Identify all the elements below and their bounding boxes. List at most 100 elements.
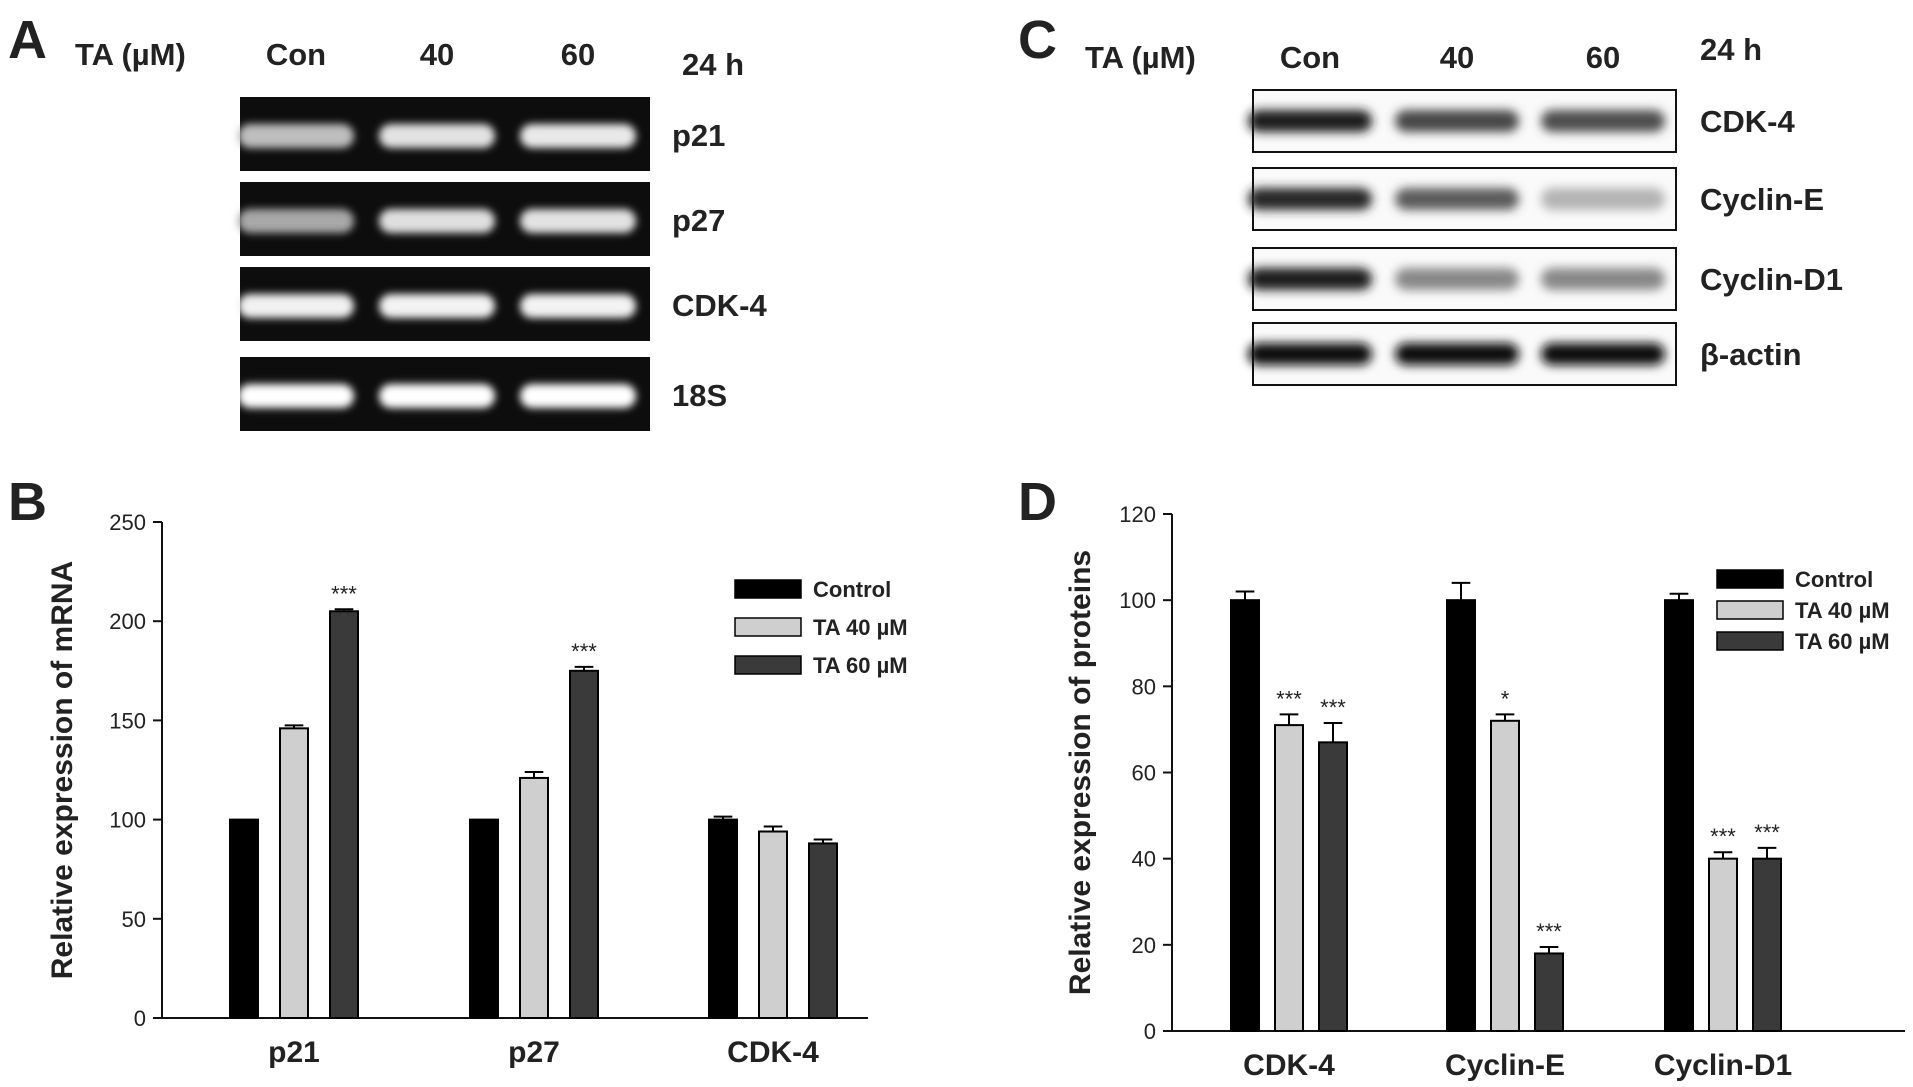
panel-b-bar-chart: Relative expression of mRNA 0 50 100 150 200 2… <box>46 510 908 1069</box>
blot-band <box>1541 268 1665 290</box>
significance-marker: *** <box>331 581 357 606</box>
bar-group-cdk-4 <box>708 815 838 1020</box>
bar-ta-40-m-p27 <box>519 776 549 1019</box>
legend-item-control: Control <box>734 577 891 602</box>
blot-band <box>1395 188 1519 210</box>
blot-band-label: CDK-4 <box>1700 104 1795 139</box>
gel-band <box>379 294 495 318</box>
blot-band <box>1395 343 1519 365</box>
y-tick-label: 100 <box>1119 588 1156 613</box>
panel-a-lane-con: Con <box>266 37 326 72</box>
legend-item-control: Control <box>1716 567 1873 592</box>
significance-marker: *** <box>1754 820 1780 845</box>
bar-group-p27: *** <box>469 639 599 1019</box>
y-tick-label: 50 <box>122 907 146 932</box>
y-tick-label: 200 <box>109 609 146 634</box>
significance-marker: *** <box>1320 695 1346 720</box>
panel-letter-a: A <box>8 10 47 70</box>
legend-item-ta-60-m: TA 60 µM <box>1716 629 1890 654</box>
y-tick-label: 60 <box>1132 761 1156 786</box>
gel-strip-18s: 18S <box>238 357 727 431</box>
y-tick-label: 120 <box>1119 502 1156 527</box>
blot-band <box>1248 110 1372 132</box>
blot-strip-cdk-4: CDK-4 <box>1248 89 1795 153</box>
panel-a-treatment-label: TA (µM) <box>75 37 186 72</box>
x-category-label: Cyclin-E <box>1445 1049 1565 1082</box>
y-tick-label: 40 <box>1132 847 1156 872</box>
bar-ta-40-m-cdk-4 <box>758 830 788 1020</box>
y-tick-label: 20 <box>1132 933 1156 958</box>
panel-a-time: 24 h <box>682 47 744 82</box>
gel-band <box>520 384 636 408</box>
legend-swatch <box>734 655 802 675</box>
legend-label: TA 40 µM <box>813 615 908 640</box>
panel-c-western-blot: CDK-4 Cyclin-E Cyclin-D1 β-actin <box>1248 89 1843 386</box>
bar-ta-60-m-cdk-4 <box>808 842 838 1020</box>
panel-a-header: TA (µM) Con 40 60 24 h <box>75 37 744 82</box>
bar-control-p21 <box>229 818 259 1019</box>
gel-band <box>520 124 636 148</box>
blot-band <box>1395 268 1519 290</box>
legend-item-ta-40-m: TA 40 µM <box>734 615 908 640</box>
bar-control-cdk-4 <box>708 818 738 1019</box>
y-tick-label: 250 <box>109 510 146 535</box>
blot-band <box>1248 343 1372 365</box>
bar-ta-40-m-cyclin-d1 <box>1708 857 1738 1033</box>
blot-band-label: Cyclin-D1 <box>1700 262 1843 297</box>
legend-label: Control <box>813 577 891 602</box>
bar-ta-40-m-cyclin-e <box>1490 719 1520 1032</box>
bar-control-cyclin-d1 <box>1664 599 1694 1033</box>
panel-c-lane-con: Con <box>1280 40 1340 75</box>
blot-strip-actin: β-actin <box>1248 322 1802 386</box>
legend-swatch <box>734 579 802 599</box>
blot-strip-cyclin-e: Cyclin-E <box>1248 167 1824 231</box>
x-category-label: p21 <box>268 1036 320 1069</box>
bar-ta-40-m-cdk-4 <box>1274 724 1304 1032</box>
bar-group-cyclin-e: **** <box>1446 581 1564 1033</box>
y-tick-label: 80 <box>1132 674 1156 699</box>
bar-control-cyclin-e <box>1446 599 1476 1033</box>
gel-band <box>238 124 354 148</box>
blot-band <box>1395 110 1519 132</box>
blot-band-label: Cyclin-E <box>1700 182 1824 217</box>
legend-item-ta-60-m: TA 60 µM <box>734 653 908 678</box>
bar-ta-60-m-cdk-4 <box>1318 741 1348 1032</box>
panel-a-gel: p21 p27 CDK-4 18S <box>238 97 767 431</box>
blot-band <box>1541 188 1665 210</box>
y-axis-label: Relative expression of mRNA <box>46 561 79 979</box>
blot-band-label: β-actin <box>1700 337 1802 372</box>
bar-control-cdk-4 <box>1230 599 1260 1033</box>
bar-ta-60-m-p21 <box>329 610 359 1020</box>
legend-swatch <box>1716 569 1784 589</box>
bar-ta-40-m-p21 <box>279 727 309 1019</box>
y-tick-label: 0 <box>134 1006 146 1031</box>
gel-band <box>520 294 636 318</box>
gel-band-label: 18S <box>672 378 727 413</box>
legend-label: TA 60 µM <box>1795 629 1890 654</box>
gel-strip-p27: p27 <box>238 182 725 256</box>
panel-letter-d: D <box>1018 472 1057 532</box>
panel-c-treatment-label: TA (µM) <box>1085 40 1196 75</box>
panel-c-time: 24 h <box>1700 32 1762 67</box>
panel-c-lane-40: 40 <box>1440 40 1474 75</box>
bar-ta-60-m-cyclin-e <box>1534 952 1564 1033</box>
panel-c-header: TA (µM) Con 40 60 24 h <box>1085 32 1762 75</box>
gel-band <box>238 209 354 233</box>
gel-band <box>379 124 495 148</box>
panel-d-bar-chart: Relative expression of proteins 0 20 40 60 80… <box>1064 502 1905 1082</box>
legend-swatch <box>1716 600 1784 620</box>
legend-swatch <box>1716 631 1784 651</box>
legend-label: TA 40 µM <box>1795 598 1890 623</box>
y-axis-label: Relative expression of proteins <box>1064 550 1097 995</box>
x-category-label: p27 <box>508 1036 560 1069</box>
panel-letter-b: B <box>8 472 47 532</box>
legend-label: Control <box>1795 567 1873 592</box>
y-tick-label: 0 <box>1144 1019 1156 1044</box>
gel-band <box>238 384 354 408</box>
blot-strip-cyclin-d1: Cyclin-D1 <box>1248 247 1843 311</box>
y-tick-label: 150 <box>109 708 146 733</box>
bar-group-p21: *** <box>229 581 359 1020</box>
legend-label: TA 60 µM <box>813 653 908 678</box>
legend: Control TA 40 µM TA 60 µM <box>1716 567 1890 654</box>
